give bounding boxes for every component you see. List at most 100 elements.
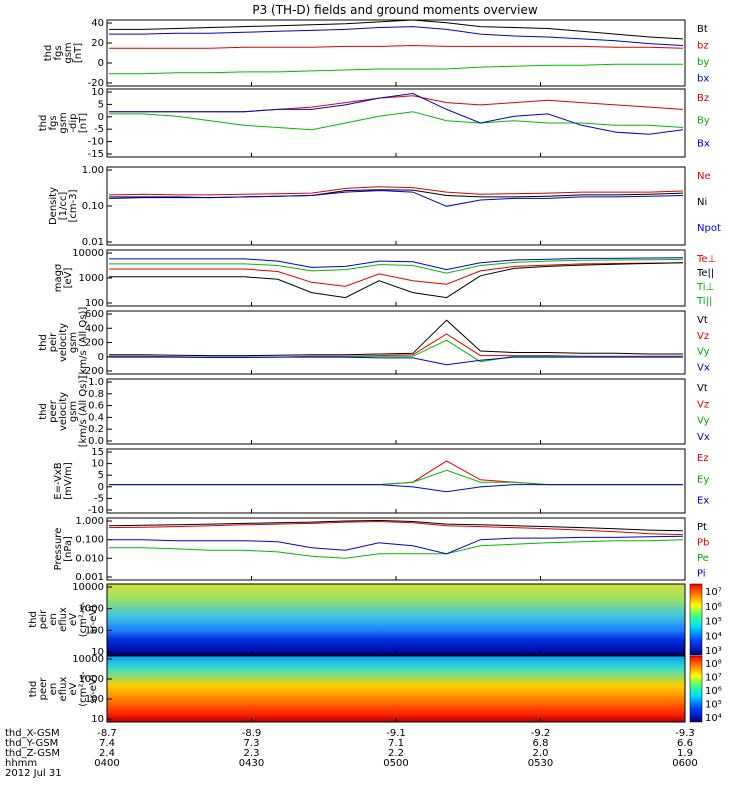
legend-Vz: Vz [697, 399, 709, 410]
footer-value: 6.6 [677, 738, 693, 749]
series-temperature-Te⊥ [109, 262, 684, 287]
y-axis-label-line: fgs [48, 115, 59, 130]
series-peir-velocity-Vt [109, 319, 683, 357]
y-axis-label-line: magσ [53, 263, 64, 292]
y-axis-label-line: thd [38, 403, 49, 420]
y-axis-label-line: thd [38, 115, 49, 132]
y-axis-label-line: en [48, 683, 59, 696]
panel-peer-spec: 10⁸ 10⁷ 10⁶ 10⁵ 10⁴ 10000 1000 100 10 thd peer en ef… [28, 654, 722, 725]
footer-value: 1.9 [677, 748, 693, 759]
panel-frame [106, 517, 686, 581]
y-tick-label: -5 [94, 493, 104, 504]
series-efield-Ex [109, 484, 683, 493]
footer-value: 7.1 [388, 738, 404, 749]
y-tick-label: 1000 [79, 604, 104, 615]
legend-Ne: Ne [697, 171, 711, 182]
footer-value: -8.7 [97, 728, 117, 739]
series-fgs-gsm-by [109, 63, 683, 75]
legend-Vy: Vy [697, 347, 710, 358]
colorbar-label: 10⁷ [705, 673, 722, 684]
y-axis-label-line: eV [68, 613, 79, 626]
footer-value: 0500 [383, 758, 408, 769]
panel-peer-velocity: 1.00.80.60.40.20.0 thd peer velocity gsm [km/… [38, 376, 710, 448]
y-axis-label-line: peir [38, 609, 49, 629]
legend-Vt: Vt [697, 383, 708, 394]
series-pressure-Pt [108, 519, 684, 532]
y-axis-label-line: sr-eV) [88, 674, 99, 703]
footer-value: 2.3 [244, 748, 260, 759]
y-axis-label-line: [nT] [73, 43, 84, 63]
y-tick-label: -20 [88, 78, 104, 89]
y-tick-label: 0.10 [82, 201, 104, 212]
series-density-Npot [109, 190, 684, 207]
spectrogram-peer-spec [107, 656, 685, 722]
legend-Pt: Pt [697, 522, 707, 533]
y-tick-label: 200 [85, 338, 104, 349]
y-axis-label-line: [1/cc] [58, 192, 69, 221]
legend-Ti⊥: Ti⊥ [696, 282, 714, 293]
footer-value: 0600 [672, 758, 697, 769]
series-fgs-gsm-bz [109, 44, 684, 49]
panel-frame [106, 310, 686, 375]
y-axis-label-line: (cm²-s- [78, 671, 89, 707]
y-tick-label: 5 [98, 470, 104, 481]
legend-Vy: Vy [697, 416, 710, 427]
y-tick-label: 0.2 [88, 424, 104, 435]
y-axis-label-line: thd [28, 611, 39, 628]
y-tick-label: -10 [88, 137, 104, 148]
y-axis-label-line: eflux [58, 607, 69, 632]
footer-value: 7.3 [244, 738, 260, 749]
y-axis-label-line: [cm-3] [68, 189, 79, 222]
series-pressure-Pe [109, 539, 684, 559]
y-tick-label: -15 [88, 149, 104, 160]
series-temperature-Ti|| [109, 258, 684, 274]
legend-Ey: Ey [697, 474, 709, 485]
footer-label: thd_X-GSM [5, 728, 60, 739]
legend-Bz: Bz [697, 93, 709, 104]
footer-value: 6.8 [533, 738, 549, 749]
colorbar-label: 10⁶ [705, 686, 722, 697]
footer-date: 2012 Jul 31 [5, 768, 62, 779]
footer-value: 0530 [528, 758, 553, 769]
legend-bx: bx [697, 74, 709, 85]
y-axis-label-line: fgs [53, 45, 64, 60]
series-peir-velocity-Vy [109, 339, 683, 363]
y-tick-label: 0 [98, 352, 104, 363]
series-density-Ne [108, 186, 684, 196]
footer-value: -9.1 [386, 728, 406, 739]
y-tick-label: 0.6 [88, 401, 104, 412]
y-axis-label-line: Density [48, 187, 59, 225]
y-tick-label: 1.0 [88, 377, 104, 388]
footer-value: 2.4 [99, 748, 115, 759]
y-tick-label: 10000 [72, 248, 104, 259]
y-tick-label: 0 [98, 482, 104, 493]
series-fgs-gsm-bx [109, 26, 684, 46]
footer-label: thd_Y-GSM [5, 738, 58, 749]
y-tick-label: 0.01 [82, 237, 104, 248]
y-tick-label: 1000 [79, 273, 104, 284]
legend-Vt: Vt [697, 315, 708, 326]
y-tick-label: 10 [91, 714, 104, 725]
panel-frame [106, 88, 686, 158]
legend-Bx: Bx [697, 138, 710, 149]
legend-By: By [697, 116, 710, 127]
y-axis-label-line: eV [68, 682, 79, 695]
y-axis-label-line: peer [38, 677, 49, 701]
series-efield-Ez [109, 460, 683, 486]
series-peir-velocity-Vx [109, 356, 683, 366]
legend-Vz: Vz [697, 331, 709, 342]
y-tick-label: -5 [94, 124, 104, 135]
panel-frame [106, 378, 686, 445]
colorbar-peer-spec [689, 655, 703, 723]
y-tick-label: 0.001 [75, 572, 104, 583]
series-pressure-Pi [109, 535, 684, 555]
y-axis-label-line: (cm²-s- [78, 601, 89, 637]
series-fgs-gsm-dip-Bx [109, 92, 684, 135]
legend-Vx: Vx [697, 432, 710, 443]
y-axis-label-line: peer [48, 399, 59, 423]
y-axis-label-line: gsm [68, 332, 79, 353]
colorbar-label: 10⁴ [705, 631, 722, 642]
y-tick-label: -200 [81, 366, 104, 377]
y-axis-label-line: [eV] [63, 268, 74, 289]
